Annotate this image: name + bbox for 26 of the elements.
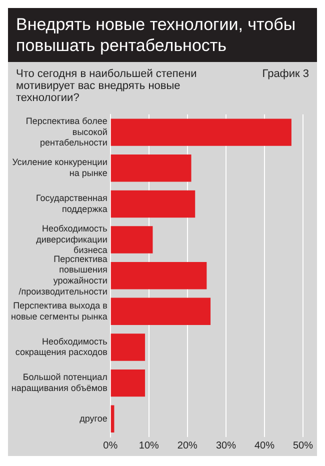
x-tick-label: 30% [216,440,236,452]
bar [110,369,146,397]
x-tick-label: 20% [177,440,198,452]
y-tick-label: Необходимость диверсификации бизнеса [36,223,108,256]
bar [110,190,196,218]
chart-subtitle: Что сегодня в наибольшей степени мотивирует вас внедрять новые технологии? [16,68,198,104]
y-tick-label: Необходимость сокращения расходов [15,336,108,358]
y-tick-label: другое [80,413,108,424]
bar [110,226,153,254]
bar [110,262,207,290]
bar [110,334,146,361]
y-tick-label: Государственная поддержка [36,193,108,214]
chart-title: Внедрять новые технологии, чтобы повышать рентабельность [8,8,317,62]
bar [110,154,192,182]
y-tick-label: Перспектива более высокой рентабельности [26,116,108,148]
x-tick-label: 40% [254,440,275,452]
x-tick-label: 50% [292,440,314,452]
y-tick-label: Перспектива выхода в новые сегменты рынка [11,300,108,322]
y-tick-label: Большой потенциал наращивания объёмов [11,372,108,393]
y-tick-label: Усиление конкуренции на рынке [12,157,108,178]
bar [110,298,211,326]
text: График 3 [262,68,309,80]
x-tick-label: 0% [103,440,118,452]
bar [110,118,292,146]
y-tick-label: Перспектива повышения урожайности /производительности [18,254,108,296]
x-tick-label: 10% [138,440,159,452]
